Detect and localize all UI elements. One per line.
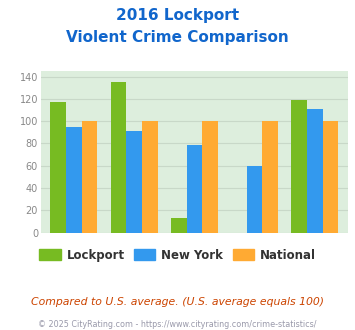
Bar bbox=[291, 100, 307, 233]
Bar bbox=[171, 218, 186, 233]
Bar bbox=[126, 131, 142, 233]
Legend: Lockport, New York, National: Lockport, New York, National bbox=[34, 244, 321, 266]
Bar bbox=[50, 102, 66, 233]
Text: Violent Crime Comparison: Violent Crime Comparison bbox=[66, 30, 289, 45]
Text: © 2025 CityRating.com - https://www.cityrating.com/crime-statistics/: © 2025 CityRating.com - https://www.city… bbox=[38, 320, 317, 329]
Text: 2016 Lockport: 2016 Lockport bbox=[116, 8, 239, 23]
Bar bbox=[247, 166, 262, 233]
Bar bbox=[323, 121, 338, 233]
Bar bbox=[142, 121, 158, 233]
Text: Compared to U.S. average. (U.S. average equals 100): Compared to U.S. average. (U.S. average … bbox=[31, 297, 324, 307]
Bar bbox=[66, 127, 82, 233]
Bar bbox=[307, 109, 323, 233]
Bar bbox=[82, 121, 97, 233]
Bar bbox=[202, 121, 218, 233]
Bar bbox=[111, 82, 126, 233]
Bar bbox=[186, 145, 202, 233]
Bar bbox=[262, 121, 278, 233]
